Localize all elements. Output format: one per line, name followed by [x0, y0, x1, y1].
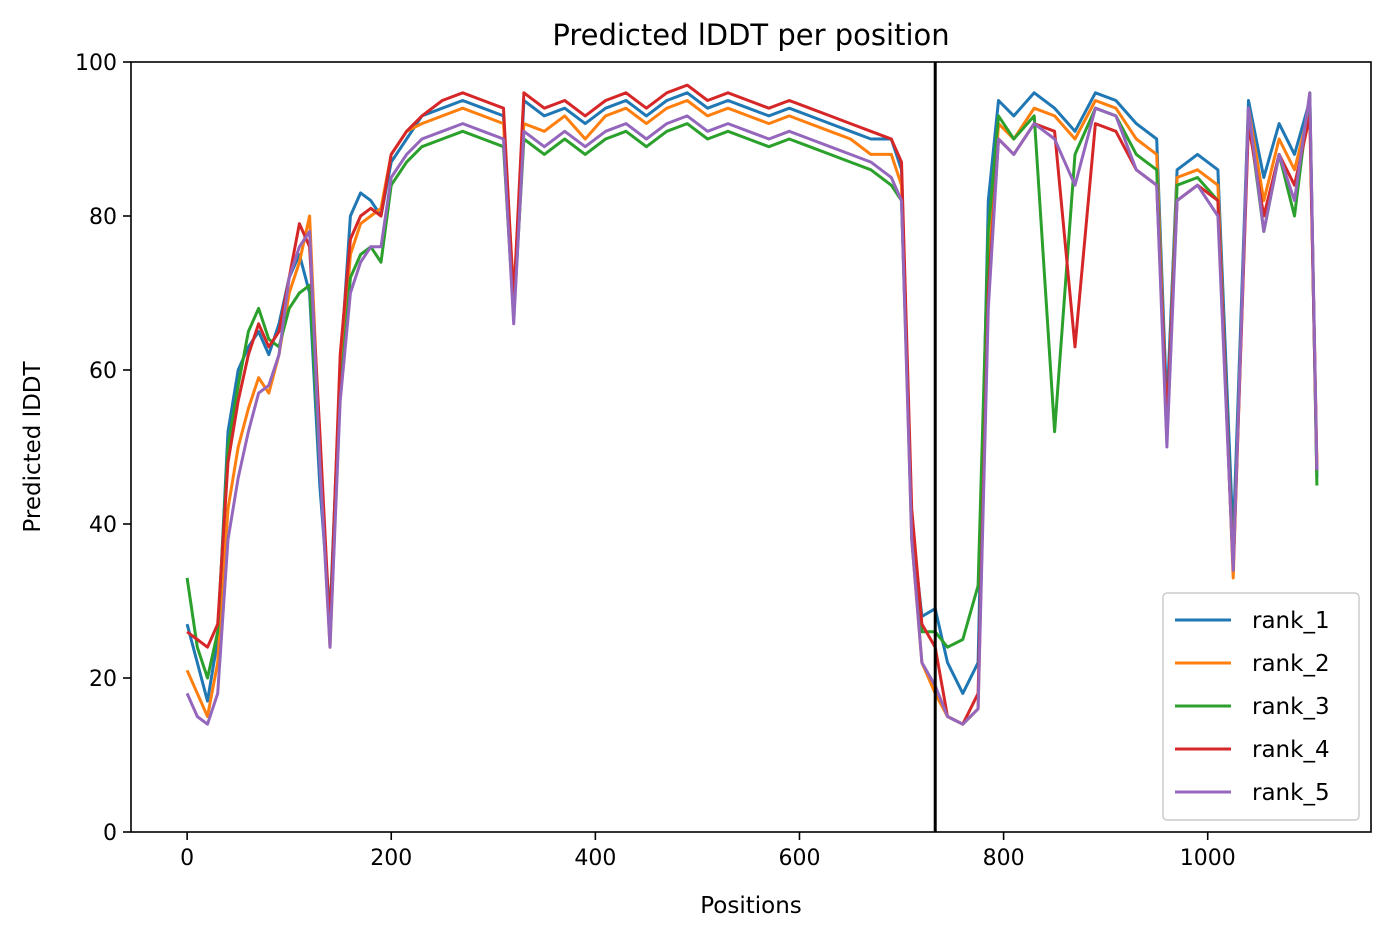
y-tick-label: 100 — [75, 51, 117, 76]
x-axis-label: Positions — [700, 893, 802, 919]
legend: rank_1 rank_2 rank_3 rank_4 rank_5 — [1162, 592, 1360, 821]
y-tick-label: 80 — [89, 205, 117, 230]
legend-label-rank_4: rank_4 — [1252, 737, 1330, 763]
y-tick-label: 20 — [89, 667, 117, 692]
series-line-rank_5 — [185, 91, 1319, 726]
y-axis-label: Predicted lDDT — [20, 360, 46, 532]
legend-label-rank_3: rank_3 — [1252, 694, 1330, 720]
chart-title: Predicted lDDT per position — [552, 18, 949, 52]
x-axis-ticks: 0 200 400 600 800 1000 — [180, 832, 1236, 871]
x-tick-label: 1000 — [1180, 846, 1236, 871]
y-axis-ticks: 0 20 40 60 80 100 — [75, 51, 131, 846]
y-tick-label: 60 — [89, 359, 117, 384]
x-tick-label: 200 — [370, 846, 412, 871]
series-layer — [185, 83, 1319, 726]
x-tick-label: 0 — [180, 846, 194, 871]
x-tick-label: 800 — [983, 846, 1025, 871]
legend-label-rank_5: rank_5 — [1252, 780, 1330, 806]
legend-box — [1162, 592, 1360, 821]
legend-label-rank_2: rank_2 — [1252, 651, 1330, 677]
series-line-rank_3 — [185, 91, 1319, 680]
x-tick-label: 400 — [574, 846, 616, 871]
plot-frame — [130, 61, 1372, 833]
y-tick-label: 40 — [89, 513, 117, 538]
x-tick-label: 600 — [778, 846, 820, 871]
y-tick-label: 0 — [103, 821, 117, 846]
legend-label-rank_1: rank_1 — [1252, 608, 1330, 634]
